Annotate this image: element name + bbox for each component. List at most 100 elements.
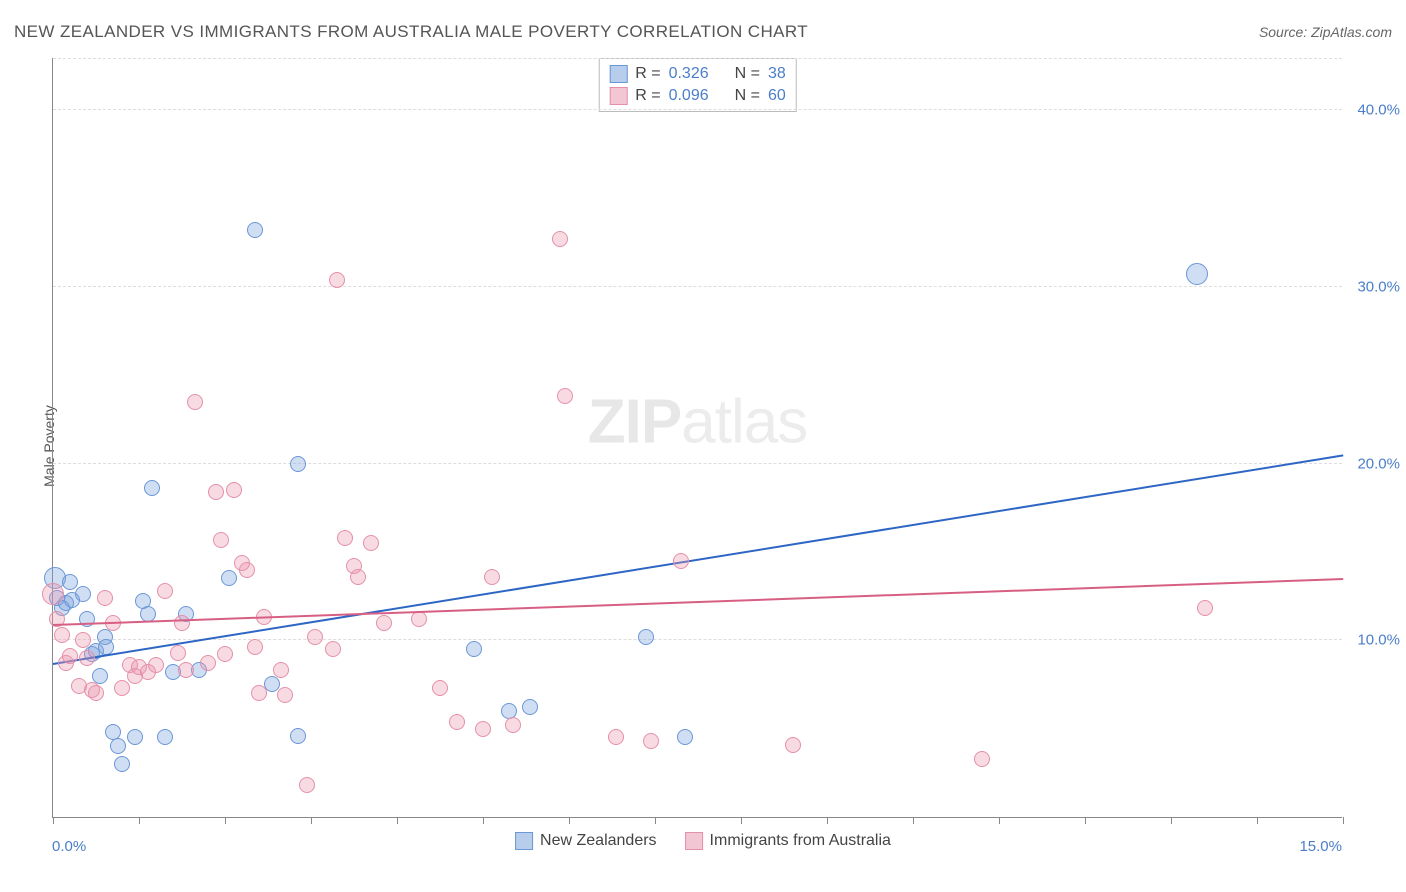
data-point xyxy=(144,480,160,496)
stat-n-value: 60 xyxy=(768,87,786,105)
data-point xyxy=(974,751,990,767)
x-tick xyxy=(1343,817,1344,824)
data-point xyxy=(140,606,156,622)
data-point xyxy=(75,586,91,602)
stat-r-value: 0.326 xyxy=(669,65,709,83)
data-point xyxy=(54,627,70,643)
gridline xyxy=(53,58,1342,59)
data-point xyxy=(411,611,427,627)
stats-legend-row: R = 0.326 N = 38 xyxy=(609,63,786,85)
data-point xyxy=(552,231,568,247)
x-tick-label: 15.0% xyxy=(1299,838,1342,855)
data-point xyxy=(217,646,233,662)
data-point xyxy=(329,272,345,288)
x-tick xyxy=(225,817,226,824)
data-point xyxy=(307,629,323,645)
gridline xyxy=(53,463,1342,464)
data-point xyxy=(178,662,194,678)
x-tick-label: 0.0% xyxy=(52,838,86,855)
data-point xyxy=(608,729,624,745)
data-point xyxy=(677,729,693,745)
data-point xyxy=(273,662,289,678)
stats-legend-row: R =0.096N =60 xyxy=(609,85,786,107)
data-point xyxy=(200,655,216,671)
stat-n-label: N = xyxy=(735,65,760,83)
data-point xyxy=(475,721,491,737)
data-point xyxy=(557,388,573,404)
legend-swatch xyxy=(515,832,533,850)
y-tick-label: 20.0% xyxy=(1357,455,1400,472)
data-point xyxy=(239,562,255,578)
data-point xyxy=(157,583,173,599)
data-point xyxy=(247,639,263,655)
data-point xyxy=(42,583,64,605)
data-point xyxy=(174,615,190,631)
x-tick xyxy=(913,817,914,824)
data-point xyxy=(187,394,203,410)
stat-r-label: R = xyxy=(635,65,660,83)
chart-title: NEW ZEALANDER VS IMMIGRANTS FROM AUSTRAL… xyxy=(14,22,808,42)
x-tick xyxy=(655,817,656,824)
legend-label: Immigrants from Australia xyxy=(710,832,891,850)
legend-swatch xyxy=(609,87,627,105)
data-point xyxy=(157,729,173,745)
data-point xyxy=(466,641,482,657)
x-tick xyxy=(999,817,1000,824)
x-tick xyxy=(483,817,484,824)
x-tick xyxy=(827,817,828,824)
x-tick xyxy=(311,817,312,824)
data-point xyxy=(148,657,164,673)
stats-legend-box: R = 0.326 N = 38R = 0.096 N = 60 xyxy=(598,58,797,112)
x-tick xyxy=(569,817,570,824)
legend-label: New Zealanders xyxy=(540,832,657,850)
data-point xyxy=(97,590,113,606)
x-tick xyxy=(1171,817,1172,824)
stat-n-label: N = xyxy=(735,87,760,105)
trend-line xyxy=(53,578,1343,626)
data-point xyxy=(643,733,659,749)
gridline xyxy=(53,639,1342,640)
stat-n-value: 38 xyxy=(768,65,786,83)
data-point xyxy=(62,574,78,590)
data-point xyxy=(350,569,366,585)
data-point xyxy=(299,777,315,793)
legend-swatch xyxy=(609,65,627,83)
data-point xyxy=(79,650,95,666)
data-point xyxy=(449,714,465,730)
legend-item: New Zealanders xyxy=(515,832,657,850)
legend-item: Immigrants from Australia xyxy=(685,832,891,850)
stat-r-value: 0.096 xyxy=(669,87,709,105)
data-point xyxy=(75,632,91,648)
data-point xyxy=(88,685,104,701)
data-point xyxy=(638,629,654,645)
data-point xyxy=(221,570,237,586)
data-point xyxy=(1197,600,1213,616)
data-point xyxy=(226,482,242,498)
x-tick xyxy=(1257,817,1258,824)
data-point xyxy=(363,535,379,551)
data-point xyxy=(522,699,538,715)
x-tick xyxy=(741,817,742,824)
series-legend: New Zealanders Immigrants from Australia xyxy=(515,832,891,850)
data-point xyxy=(376,615,392,631)
data-point xyxy=(337,530,353,546)
data-point xyxy=(170,645,186,661)
x-tick xyxy=(53,817,54,824)
data-point xyxy=(432,680,448,696)
data-point xyxy=(247,222,263,238)
data-point xyxy=(127,729,143,745)
x-tick xyxy=(1085,817,1086,824)
source-attribution: Source: ZipAtlas.com xyxy=(1259,24,1392,40)
scatter-plot-area: ZIPatlas R =0.326N =38R =0.096N =60 10.0… xyxy=(52,58,1342,818)
data-point xyxy=(505,717,521,733)
data-point xyxy=(290,728,306,744)
data-point xyxy=(92,668,108,684)
x-tick xyxy=(139,817,140,824)
data-point xyxy=(673,553,689,569)
gridline xyxy=(53,109,1342,110)
data-point xyxy=(484,569,500,585)
data-point xyxy=(325,641,341,657)
data-point xyxy=(251,685,267,701)
y-tick-label: 30.0% xyxy=(1357,278,1400,295)
data-point xyxy=(785,737,801,753)
